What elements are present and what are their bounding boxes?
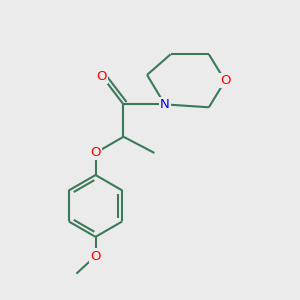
Text: O: O (90, 250, 101, 262)
Text: O: O (90, 146, 101, 159)
Text: O: O (96, 70, 107, 83)
Text: O: O (220, 74, 230, 87)
Text: N: N (160, 98, 169, 111)
